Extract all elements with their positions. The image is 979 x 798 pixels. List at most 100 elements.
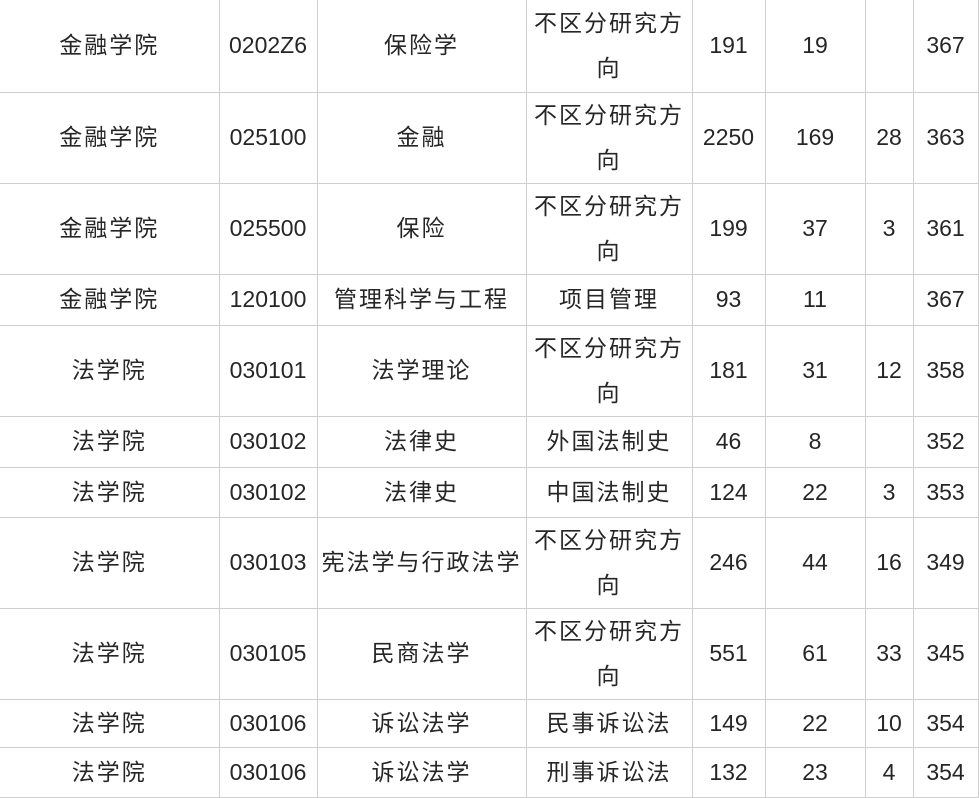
table-row: 金融学院 025500 保险 不区分研究方向 199 37 3 361: [0, 183, 979, 275]
table-cell: 外国法制史: [526, 416, 693, 468]
table-cell: 不区分研究方向: [526, 517, 693, 609]
table-cell: [865, 416, 914, 468]
table-cell: 11: [765, 274, 866, 326]
table-row: 法学院 030106 诉讼法学 刑事诉讼法 132 23 4 354: [0, 747, 979, 798]
table-cell: 352: [913, 416, 979, 468]
table-row: 法学院 030106 诉讼法学 民事诉讼法 149 22 10 354: [0, 699, 979, 748]
table-cell: 金融学院: [0, 274, 220, 326]
table-cell: 保险学: [317, 0, 527, 93]
table-cell: 181: [692, 325, 766, 417]
table-cell: 354: [913, 699, 979, 748]
table-cell: 23: [765, 747, 866, 798]
table-cell: 0202Z6: [219, 0, 318, 93]
table-row: 金融学院 025100 金融 不区分研究方向 2250 169 28 363: [0, 92, 979, 184]
table-cell: 361: [913, 183, 979, 275]
table-cell: 354: [913, 747, 979, 798]
table-cell: 22: [765, 699, 866, 748]
table-cell: 民商法学: [317, 608, 527, 700]
table-row: 法学院 030102 法律史 中国法制史 124 22 3 353: [0, 467, 979, 518]
table-cell: 管理科学与工程: [317, 274, 527, 326]
table-cell: 191: [692, 0, 766, 93]
table-cell: 不区分研究方向: [526, 92, 693, 184]
table-cell: 中国法制史: [526, 467, 693, 518]
table-row: 法学院 030101 法学理论 不区分研究方向 181 31 12 358: [0, 325, 979, 417]
table-cell: [865, 274, 914, 326]
table-cell: 3: [865, 183, 914, 275]
table-cell: 030102: [219, 467, 318, 518]
table-cell: 3: [865, 467, 914, 518]
table-cell: 93: [692, 274, 766, 326]
table-cell: 030105: [219, 608, 318, 700]
table-cell: 法学理论: [317, 325, 527, 417]
table-cell: 44: [765, 517, 866, 609]
table-cell: 124: [692, 467, 766, 518]
table-cell: 358: [913, 325, 979, 417]
table-cell: 法律史: [317, 467, 527, 518]
table-cell: 367: [913, 274, 979, 326]
table-cell: 诉讼法学: [317, 699, 527, 748]
table-cell: 刑事诉讼法: [526, 747, 693, 798]
table-cell: 246: [692, 517, 766, 609]
table-cell: 保险: [317, 183, 527, 275]
table-cell: 367: [913, 0, 979, 93]
table-cell: 法学院: [0, 517, 220, 609]
table-cell: 12: [865, 325, 914, 417]
table-cell: 349: [913, 517, 979, 609]
table-cell: 法学院: [0, 747, 220, 798]
table-cell: 2250: [692, 92, 766, 184]
table-cell: [865, 0, 914, 93]
table-cell: 诉讼法学: [317, 747, 527, 798]
table-row: 金融学院 120100 管理科学与工程 项目管理 93 11 367: [0, 274, 979, 326]
table-cell: 不区分研究方向: [526, 183, 693, 275]
table-cell: 169: [765, 92, 866, 184]
table-cell: 项目管理: [526, 274, 693, 326]
table-cell: 030103: [219, 517, 318, 609]
table-row: 金融学院 0202Z6 保险学 不区分研究方向 191 19 367: [0, 0, 979, 93]
table-cell: 37: [765, 183, 866, 275]
table-cell: 民事诉讼法: [526, 699, 693, 748]
table-cell: 46: [692, 416, 766, 468]
table-cell: 030102: [219, 416, 318, 468]
table-cell: 120100: [219, 274, 318, 326]
table-cell: 金融学院: [0, 183, 220, 275]
table-cell: 宪法学与行政法学: [317, 517, 527, 609]
table-cell: 法律史: [317, 416, 527, 468]
table-cell: 不区分研究方向: [526, 325, 693, 417]
table-cell: 不区分研究方向: [526, 0, 693, 93]
table-cell: 61: [765, 608, 866, 700]
table-cell: 金融学院: [0, 92, 220, 184]
table-cell: 030101: [219, 325, 318, 417]
table-cell: 金融: [317, 92, 527, 184]
table-cell: 金融学院: [0, 0, 220, 93]
table-cell: 030106: [219, 747, 318, 798]
table-cell: 4: [865, 747, 914, 798]
table-cell: 16: [865, 517, 914, 609]
table-row: 法学院 030103 宪法学与行政法学 不区分研究方向 246 44 16 34…: [0, 517, 979, 609]
table-cell: 22: [765, 467, 866, 518]
table-cell: 法学院: [0, 467, 220, 518]
table-cell: 10: [865, 699, 914, 748]
table-cell: 353: [913, 467, 979, 518]
table-cell: 33: [865, 608, 914, 700]
table-cell: 345: [913, 608, 979, 700]
table-row: 法学院 030102 法律史 外国法制史 46 8 352: [0, 416, 979, 468]
table-cell: 19: [765, 0, 866, 93]
table-cell: 31: [765, 325, 866, 417]
table-cell: 149: [692, 699, 766, 748]
table-cell: 8: [765, 416, 866, 468]
table-cell: 法学院: [0, 325, 220, 417]
table-cell: 025500: [219, 183, 318, 275]
table-cell: 法学院: [0, 416, 220, 468]
table-cell: 132: [692, 747, 766, 798]
table-cell: 199: [692, 183, 766, 275]
table-row: 法学院 030105 民商法学 不区分研究方向 551 61 33 345: [0, 608, 979, 700]
table-cell: 法学院: [0, 699, 220, 748]
table-cell: 025100: [219, 92, 318, 184]
table-cell: 551: [692, 608, 766, 700]
table-cell: 363: [913, 92, 979, 184]
table-cell: 28: [865, 92, 914, 184]
table-cell: 法学院: [0, 608, 220, 700]
table-cell: 不区分研究方向: [526, 608, 693, 700]
table-cell: 030106: [219, 699, 318, 748]
